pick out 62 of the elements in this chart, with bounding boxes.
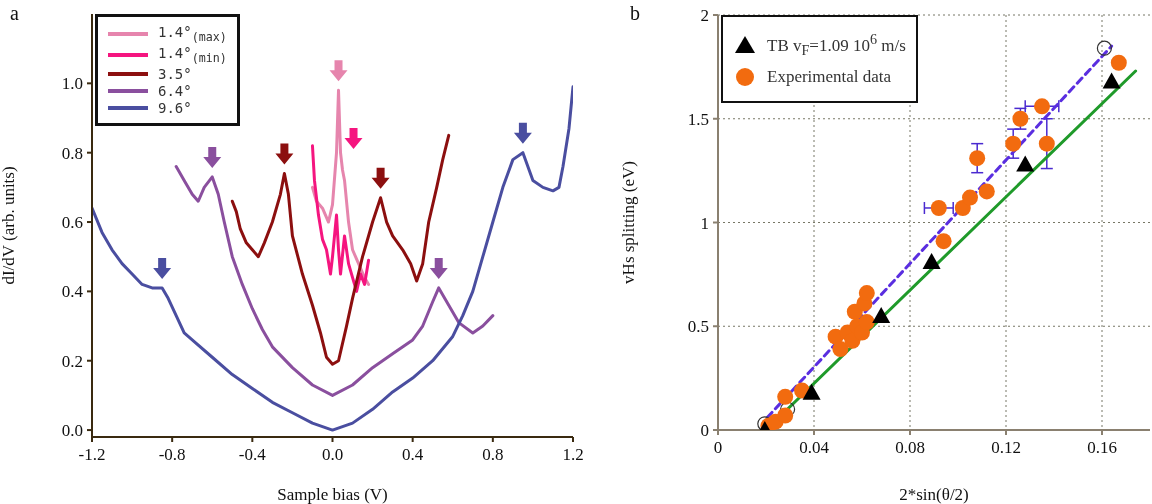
- legend-label: 1.4°$_{(max)}$: [158, 24, 227, 44]
- x-tick-label: 1.2: [562, 445, 584, 465]
- point: [858, 314, 875, 331]
- line-series: [92, 85, 573, 432]
- point: [954, 199, 971, 216]
- legend-label: 3.5°: [158, 65, 192, 82]
- point: [832, 341, 849, 358]
- x-tick-label: 0.12: [991, 438, 1021, 458]
- y-tick-label: 1.5: [687, 109, 709, 129]
- point: [962, 189, 978, 206]
- x-tick-label: -0.8: [158, 445, 186, 465]
- x-tick-label: -0.4: [238, 445, 267, 465]
- y-tick-label: 0: [700, 421, 709, 441]
- point: [969, 150, 986, 167]
- x-tick-label: 0.4: [402, 445, 424, 465]
- x-tick-label: 0.08: [895, 438, 925, 458]
- point: [922, 252, 941, 269]
- point: [1102, 72, 1121, 89]
- y-tick-label: 0.4: [61, 282, 84, 302]
- point: [1110, 54, 1127, 71]
- point: [978, 183, 995, 200]
- x-tick-label: 0.04: [799, 438, 830, 458]
- x-tick-label: 0.0: [321, 445, 344, 465]
- point: [777, 388, 794, 405]
- legend-label: Experimental data: [767, 67, 892, 88]
- point: [1096, 40, 1112, 56]
- point: [935, 233, 952, 250]
- legend-label: 6.4°: [158, 82, 192, 99]
- y-tick-label: 0.6: [61, 213, 83, 233]
- y-tick-label: 2: [700, 6, 709, 26]
- y-axis-title: dI/dV (arb. units): [0, 166, 19, 285]
- point: [1016, 155, 1035, 172]
- legend-label: 1.4°$_{(min)}$: [158, 44, 227, 65]
- point: [1038, 135, 1055, 152]
- point: [872, 306, 891, 323]
- point: [777, 407, 794, 424]
- line-series: [174, 165, 495, 397]
- point: [1034, 98, 1050, 115]
- line-series: [310, 144, 371, 293]
- x-tick-label: 0: [713, 438, 723, 458]
- y-axis-title: vHs splitting (eV): [619, 161, 639, 284]
- x-tick-label: -1.2: [78, 445, 106, 465]
- x-tick-label: 0.16: [1087, 438, 1117, 458]
- x-tick-label: 0.8: [482, 445, 504, 465]
- point: [802, 383, 821, 400]
- point: [930, 199, 947, 216]
- point: [1005, 135, 1022, 152]
- y-tick-label: 0.0: [61, 421, 83, 441]
- y-tick-label: 0.8: [61, 143, 83, 163]
- legend-label: 9.6°: [158, 99, 192, 116]
- text: a: [10, 2, 19, 25]
- y-tick-label: 0.2: [61, 351, 83, 371]
- legend-label: TB v$_{F}$=1.09 10$^{6}$ m/s: [767, 31, 906, 60]
- line-series: [230, 133, 451, 366]
- point: [858, 285, 875, 302]
- text: b: [630, 2, 640, 25]
- y-tick-label: 1.0: [61, 74, 83, 94]
- y-tick-label: 0.5: [687, 317, 709, 337]
- x-axis-title: 2*sin(θ/2): [899, 485, 969, 504]
- x-axis-title: Sample bias (V): [277, 485, 388, 504]
- line-series: [310, 88, 371, 286]
- y-tick-label: 1: [700, 213, 709, 233]
